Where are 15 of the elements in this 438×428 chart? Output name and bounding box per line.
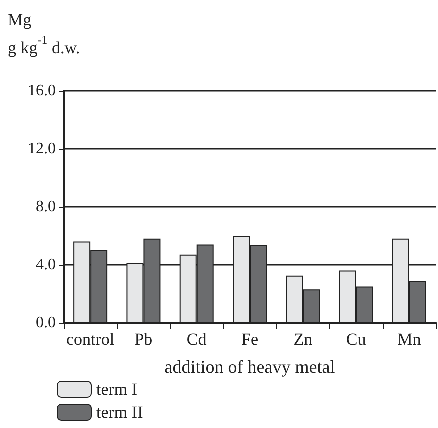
x-tick-label: Pb bbox=[134, 330, 153, 349]
x-tick-label: Zn bbox=[294, 330, 314, 349]
x-tick-label: Cu bbox=[346, 330, 367, 349]
x-tick-label: Mn bbox=[398, 330, 422, 349]
legend-label: term II bbox=[96, 403, 144, 422]
legend-label: term I bbox=[96, 380, 138, 399]
y-tick-label: 0.0 bbox=[36, 314, 56, 332]
y-tick-label: 8.0 bbox=[36, 198, 56, 216]
x-tick-label: Fe bbox=[242, 330, 258, 349]
x-axis-title: addition of heavy metal bbox=[164, 357, 336, 377]
x-tick-label: control bbox=[66, 330, 115, 349]
y-tick-label: 16.0 bbox=[28, 82, 56, 100]
x-tick-label: Cd bbox=[186, 330, 208, 349]
y-tick-label: 4.0 bbox=[36, 256, 56, 274]
y-tick-label: 12.0 bbox=[28, 140, 56, 158]
